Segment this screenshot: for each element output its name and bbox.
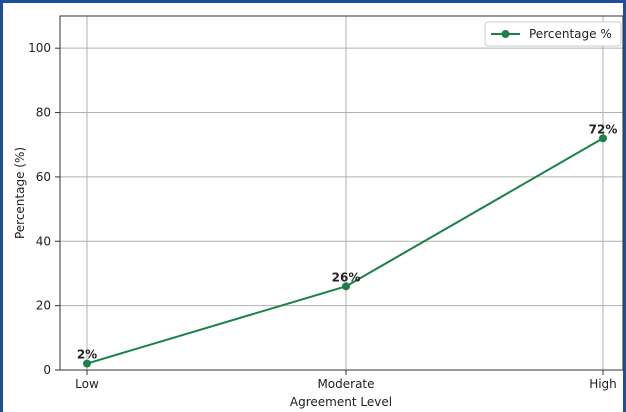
y-tick-label: 0 (43, 363, 51, 377)
y-axis-label: Percentage (%) (13, 147, 27, 239)
y-tick-label: 80 (36, 106, 51, 120)
data-labels: 2% 26% 72% (77, 122, 618, 361)
y-tick-label: 20 (36, 299, 51, 313)
y-tick-label: 60 (36, 170, 51, 184)
y-axis-ticks: 0 20 40 60 80 100 (28, 41, 60, 377)
legend-marker (501, 30, 510, 38)
data-point (83, 359, 91, 368)
series-line (86, 137, 604, 365)
legend-label: Percentage % (529, 27, 612, 41)
plot-area (59, 15, 624, 371)
x-tick-label: Low (75, 377, 99, 391)
data-label: 2% (77, 348, 97, 362)
data-point (342, 282, 350, 291)
legend: Percentage % (484, 21, 622, 47)
y-tick-label: 100 (28, 41, 51, 55)
x-axis-label: Agreement Level (290, 395, 392, 409)
series-layer (83, 134, 607, 368)
data-point (599, 134, 607, 143)
grid-lines (60, 16, 623, 371)
data-label: 26% (332, 270, 361, 284)
y-tick-label: 40 (36, 234, 51, 248)
data-label: 72% (589, 122, 618, 136)
x-tick-label: High (589, 377, 617, 391)
legend-box (484, 21, 622, 47)
x-tick-label: Moderate (317, 377, 374, 391)
x-axis-ticks: Low Moderate High (75, 370, 617, 391)
